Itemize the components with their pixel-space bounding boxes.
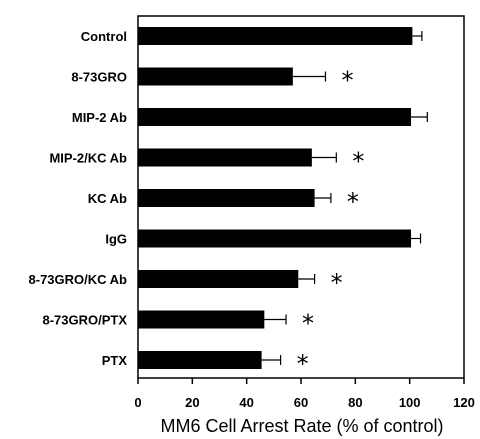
bar-kc-ab [138, 189, 315, 207]
error-bars [261, 31, 428, 365]
x-tick-label-60: 60 [294, 395, 308, 410]
x-axis-ticks: 0 20 40 60 80 100 120 [134, 378, 475, 410]
significance-star-8-73gro: * [341, 67, 353, 95]
category-labels: Control 8-73GRO MIP-2 Ab MIP-2/KC Ab KC Ab Ig… [29, 29, 128, 368]
bar-igg [138, 229, 412, 248]
category-label-control: Control [81, 29, 127, 44]
x-tick-label-100: 100 [399, 395, 421, 410]
significance-star-8-73gro-ptx: * [302, 310, 314, 338]
category-label-ptx: PTX [102, 353, 128, 368]
significance-star-kc-ab: * [347, 188, 359, 216]
category-label-8-73gro-ptx: 8-73GRO/PTX [42, 313, 127, 328]
category-label-8-73gro-kc-ab: 8-73GRO/KC Ab [29, 272, 128, 287]
bar-8-73gro [138, 67, 293, 86]
bar-ptx [138, 351, 262, 369]
category-label-8-73gro: 8-73GRO [71, 70, 127, 85]
x-tick-label-120: 120 [453, 395, 475, 410]
category-label-kc-ab: KC Ab [88, 191, 127, 206]
bar-mip-2-kc-ab [138, 148, 312, 167]
category-label-mip-2-kc-ab: MIP-2/KC Ab [49, 151, 127, 166]
significance-star-8-73gro-kc-ab: * [331, 269, 343, 297]
category-label-mip-2-ab: MIP-2 Ab [72, 110, 127, 125]
significance-star-ptx: * [297, 350, 309, 378]
x-axis-title: MM6 Cell Arrest Rate (% of control) [160, 416, 443, 436]
bar-8-73gro-ptx [138, 310, 265, 329]
significance-star-mip-2-kc-ab: * [352, 148, 364, 176]
x-tick-label-40: 40 [239, 395, 253, 410]
category-label-igg: IgG [105, 232, 127, 247]
bar-mip-2-ab [138, 108, 412, 126]
x-tick-label-20: 20 [185, 395, 199, 410]
bars [138, 27, 413, 369]
x-tick-label-80: 80 [348, 395, 362, 410]
significance-markers: * * * * * * [297, 67, 365, 379]
x-tick-label-0: 0 [134, 395, 141, 410]
bar-control [138, 27, 413, 45]
bar-8-73gro-kc-ab [138, 270, 299, 288]
